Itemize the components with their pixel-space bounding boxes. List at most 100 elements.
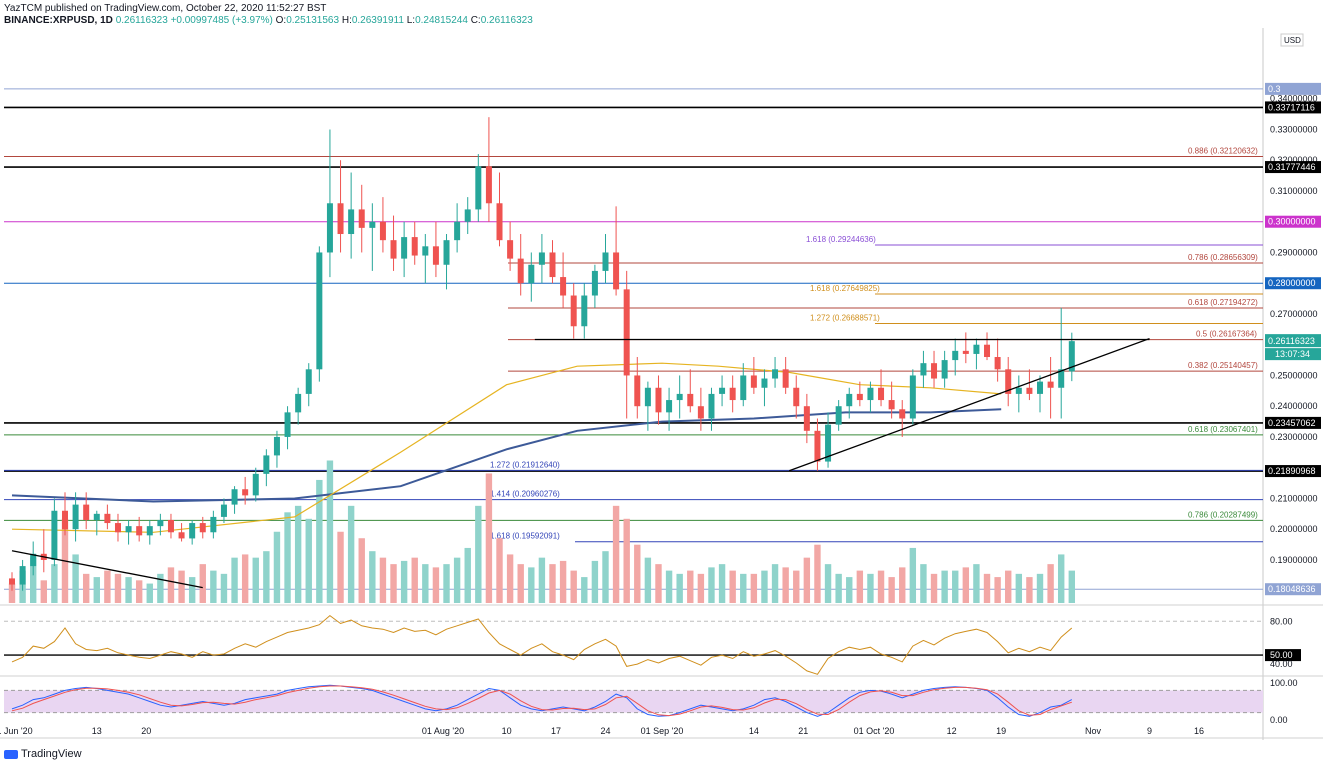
volume-bar <box>220 573 228 603</box>
volume-bar <box>740 573 747 603</box>
candle-body <box>666 400 673 413</box>
candle-body <box>295 393 302 413</box>
volume-bar <box>1047 564 1054 603</box>
rsi-tick-label: 40.00 <box>1270 659 1293 669</box>
price-tick-label: 0.19000000 <box>1270 555 1318 565</box>
tradingview-logo-icon <box>4 749 18 759</box>
level-axis-tag <box>1265 82 1321 95</box>
volume-bar <box>634 544 641 603</box>
candle-body <box>793 387 800 407</box>
volume-bar <box>782 567 789 603</box>
candle-body <box>1058 369 1065 388</box>
close-value: 0.26116323 <box>480 15 533 26</box>
trendline <box>788 337 1150 472</box>
current-price-label: 0.26116323 <box>1268 336 1315 346</box>
candle-body <box>613 252 620 290</box>
candle-body <box>348 209 355 235</box>
candle-body <box>1005 369 1012 394</box>
time-tick-label: 12 <box>947 726 957 736</box>
volume-bar <box>1036 573 1044 603</box>
candle-body <box>676 393 683 401</box>
candle-body <box>93 513 100 520</box>
candle-body <box>242 489 249 496</box>
time-tick-label: 13 <box>92 726 102 736</box>
volume-bar <box>337 531 344 603</box>
time-tick-label: 20 <box>141 726 151 736</box>
candle-body <box>390 240 397 259</box>
volume-bar <box>591 560 599 603</box>
candle-body <box>401 237 408 259</box>
candle-body <box>867 387 874 401</box>
candle-body <box>157 519 164 527</box>
price-tick-label: 0.24000000 <box>1270 401 1318 411</box>
candle-body <box>178 532 185 539</box>
volume-bar <box>453 557 461 603</box>
candle-body <box>570 295 577 327</box>
fib-label: 1.618 (0.29244636) <box>806 235 876 244</box>
level-axis-tag <box>1265 215 1321 228</box>
volume-bar <box>263 551 270 603</box>
volume-bar <box>570 570 577 603</box>
price-tick-label: 0.33000000 <box>1270 124 1318 134</box>
price-tick-label: 0.31000000 <box>1270 186 1318 196</box>
symbol-label[interactable]: BINANCE:XRPUSD, 1D <box>4 15 113 26</box>
level-axis-label: 0.18048636 <box>1268 584 1316 594</box>
volume-bar <box>379 557 387 603</box>
volume-bar <box>316 479 323 603</box>
volume-bar <box>464 547 471 603</box>
volume-bar <box>231 557 238 603</box>
volume-bar <box>549 564 556 603</box>
candle-body <box>411 237 418 256</box>
fib-label: 1.272 (0.21912640) <box>490 460 560 469</box>
level-axis-tag <box>1265 465 1321 478</box>
level-axis-label: 0.30000000 <box>1268 217 1316 227</box>
volume-bar <box>708 567 715 603</box>
volume-bar <box>835 573 842 603</box>
time-tick-label: 24 <box>600 726 610 736</box>
candle-body <box>644 387 651 407</box>
volume-bar <box>241 554 249 603</box>
open-label: O: <box>275 15 287 26</box>
price-tick-label: 0.32000000 <box>1270 155 1318 165</box>
volume-bar <box>199 564 206 603</box>
candle-body <box>9 578 15 585</box>
time-tick-label: 21 <box>798 726 808 736</box>
volume-bar <box>390 564 397 603</box>
candle-body <box>337 203 344 235</box>
volume-bar <box>294 505 302 603</box>
volume-bar <box>581 577 588 603</box>
time-tick-label: 19 <box>996 726 1006 736</box>
candle-body <box>560 277 567 296</box>
current-price-tag <box>1265 334 1321 348</box>
fib-label: 1.414 (0.20960276) <box>490 490 560 499</box>
volume-bar <box>718 564 726 603</box>
volume-bar <box>29 557 37 603</box>
candle-body <box>761 378 768 388</box>
candle-body <box>305 369 312 394</box>
stoch-d-line <box>11 685 1072 717</box>
volume-bar <box>973 564 980 603</box>
candle-body <box>634 375 641 407</box>
ma-long-line <box>11 408 1002 503</box>
volume-bar <box>888 577 895 603</box>
volume-bar <box>188 577 196 603</box>
volume-bar <box>358 538 365 603</box>
volume-bar <box>623 518 630 603</box>
price-tick-label: 0.25000000 <box>1270 370 1318 380</box>
level-axis-tag <box>1265 101 1321 114</box>
candle-body <box>30 553 37 567</box>
volume-bar <box>485 473 493 603</box>
low-value: 0.24815244 <box>415 15 468 26</box>
candle-body <box>920 363 927 376</box>
volume-bar <box>559 560 567 603</box>
candle-body <box>909 375 916 419</box>
candle-body <box>835 406 842 425</box>
volume-bar <box>1015 573 1023 603</box>
volume-bar <box>93 577 100 603</box>
rsi-level-label: 50.00 <box>1270 650 1293 660</box>
candle-body <box>125 526 132 533</box>
high-value: 0.26391911 <box>351 15 404 26</box>
volume-bar <box>771 564 779 603</box>
volume-bar <box>506 554 514 603</box>
